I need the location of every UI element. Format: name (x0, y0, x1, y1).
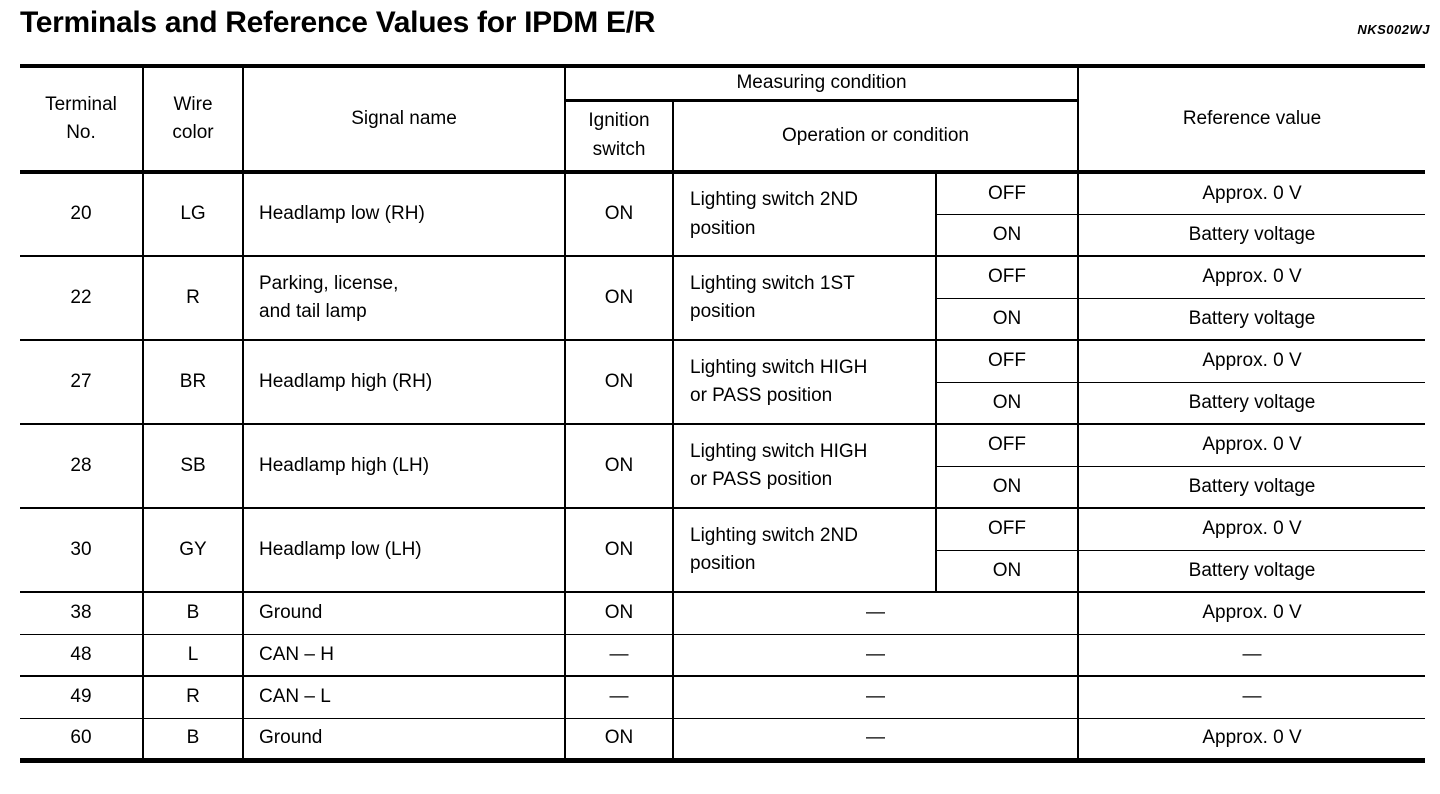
operation-cell: Lighting switch 2ND position (672, 507, 936, 592)
table-subrow-terminal-28-on: ON Battery voltage (20, 465, 1426, 508)
signal-name-cell: Ground (242, 591, 565, 634)
doc-code: NKS002WJ (1357, 22, 1430, 37)
switch-state-cell: ON (934, 549, 1079, 592)
terminal-cell: 28 (20, 423, 143, 508)
reference-value-cell: Approx. 0 V (1077, 423, 1426, 466)
switch-state-cell: ON (934, 381, 1079, 424)
table-row-terminal-49: 49 R CAN – L — — — (20, 675, 1426, 718)
switch-state-cell: ON (934, 465, 1079, 508)
ignition-cell: — (564, 675, 673, 718)
signal-name-cell: Parking, license, and tail lamp (242, 255, 565, 340)
operation-cell: — (671, 717, 1079, 760)
table-subrow-terminal-22-on: ON Battery voltage (20, 297, 1426, 340)
terminal-cell: 48 (20, 633, 143, 676)
ignition-cell: ON (564, 507, 673, 592)
col-header-operation-or-condition: Operation or condition (671, 100, 1079, 174)
header-row-1: Terminal No. Wire color Signal name Meas… (20, 66, 1426, 174)
table-row-terminal-20: 20 LG Headlamp low (RH) ON Lighting swit… (20, 171, 1426, 256)
reference-value-cell: Battery voltage (1077, 465, 1426, 508)
page-title: Terminals and Reference Values for IPDM … (20, 6, 656, 39)
table-row-terminal-27: 27 BR Headlamp high (RH) ON Lighting swi… (20, 339, 1426, 424)
signal-name-cell: CAN – L (242, 675, 565, 718)
wire-color-cell: LG (142, 171, 243, 256)
table-row-terminal-22: 22 R Parking, license, and tail lamp ON … (20, 255, 1426, 340)
switch-state-cell: ON (934, 213, 1079, 256)
operation-cell: Lighting switch HIGH or PASS position (672, 423, 936, 508)
signal-name-cell: Headlamp high (LH) (242, 423, 565, 508)
col-header-signal-name: Signal name (242, 66, 565, 174)
table-row-terminal-48: 48 L CAN – H — — — (20, 633, 1426, 676)
signal-name-cell: Headlamp high (RH) (242, 339, 565, 424)
page-header: Terminals and Reference Values for IPDM … (0, 0, 1440, 64)
reference-value-cell: Approx. 0 V (1077, 171, 1426, 214)
reference-value-cell: Battery voltage (1077, 549, 1426, 592)
terminal-cell: 22 (20, 255, 143, 340)
operation-cell: — (671, 591, 1079, 634)
table-row-terminal-38: 38 B Ground ON — Approx. 0 V (20, 591, 1426, 634)
reference-value-cell: Approx. 0 V (1077, 591, 1426, 634)
terminals-reference-table: Terminal No. Wire color Signal name Meas… (20, 64, 1426, 763)
reference-value-cell: — (1077, 633, 1426, 676)
wire-color-cell: B (142, 591, 243, 634)
col-header-wire-color: Wire color (142, 66, 243, 174)
wire-color-cell: GY (142, 507, 243, 592)
table-row-terminal-30: 30 GY Headlamp low (LH) ON Lighting swit… (20, 507, 1426, 592)
table-subrow-terminal-20-on: ON Battery voltage (20, 213, 1426, 256)
signal-name-cell: Ground (242, 717, 565, 760)
ignition-cell: ON (564, 423, 673, 508)
reference-value-cell: Battery voltage (1077, 297, 1426, 340)
operation-cell: Lighting switch 1ST position (672, 255, 936, 340)
terminal-cell: 38 (20, 591, 143, 634)
terminal-cell: 60 (20, 717, 143, 760)
switch-state-cell: OFF (934, 255, 1079, 298)
terminal-cell: 30 (20, 507, 143, 592)
table-row-terminal-28: 28 SB Headlamp high (LH) ON Lighting swi… (20, 423, 1426, 508)
ignition-cell: ON (564, 717, 673, 760)
terminal-cell: 20 (20, 171, 143, 256)
signal-name-cell: CAN – H (242, 633, 565, 676)
operation-cell: Lighting switch HIGH or PASS position (672, 339, 936, 424)
wire-color-cell: R (142, 675, 243, 718)
col-header-ignition-switch: Ignition switch (564, 100, 673, 174)
signal-name-cell: Headlamp low (LH) (242, 507, 565, 592)
table-row-terminal-60: 60 B Ground ON — Approx. 0 V (20, 717, 1426, 760)
ignition-cell: ON (564, 339, 673, 424)
switch-state-cell: OFF (934, 423, 1079, 466)
wire-color-cell: R (142, 255, 243, 340)
col-header-terminal-no: Terminal No. (20, 66, 143, 174)
wire-color-cell: L (142, 633, 243, 676)
wire-color-cell: SB (142, 423, 243, 508)
terminal-cell: 49 (20, 675, 143, 718)
switch-state-cell: ON (934, 297, 1079, 340)
header-row-2: Ignition switch Operation or condition (20, 100, 1425, 174)
col-header-reference-value: Reference value (1077, 66, 1426, 174)
reference-value-cell: Battery voltage (1077, 381, 1426, 424)
terminal-cell: 27 (20, 339, 143, 424)
reference-value-cell: Approx. 0 V (1077, 717, 1426, 760)
signal-name-cell: Headlamp low (RH) (242, 171, 565, 256)
operation-cell: — (671, 633, 1079, 676)
switch-state-cell: OFF (934, 339, 1079, 382)
operation-cell: Lighting switch 2ND position (672, 171, 936, 256)
switch-state-cell: OFF (934, 507, 1079, 550)
reference-value-cell: Approx. 0 V (1077, 339, 1426, 382)
ignition-cell: ON (564, 255, 673, 340)
wire-color-cell: BR (142, 339, 243, 424)
table-subrow-terminal-30-on: ON Battery voltage (20, 549, 1426, 592)
reference-value-cell: Battery voltage (1077, 213, 1426, 256)
table-subrow-terminal-27-on: ON Battery voltage (20, 381, 1426, 424)
ignition-cell: ON (564, 591, 673, 634)
reference-value-cell: Approx. 0 V (1077, 507, 1426, 550)
col-header-measuring-condition: Measuring condition (563, 66, 1079, 102)
switch-state-cell: OFF (934, 171, 1079, 214)
ignition-cell: ON (564, 171, 673, 256)
reference-value-cell: Approx. 0 V (1077, 255, 1426, 298)
operation-cell: — (671, 675, 1079, 718)
wire-color-cell: B (142, 717, 243, 760)
ignition-cell: — (564, 633, 673, 676)
reference-value-cell: — (1077, 675, 1426, 718)
